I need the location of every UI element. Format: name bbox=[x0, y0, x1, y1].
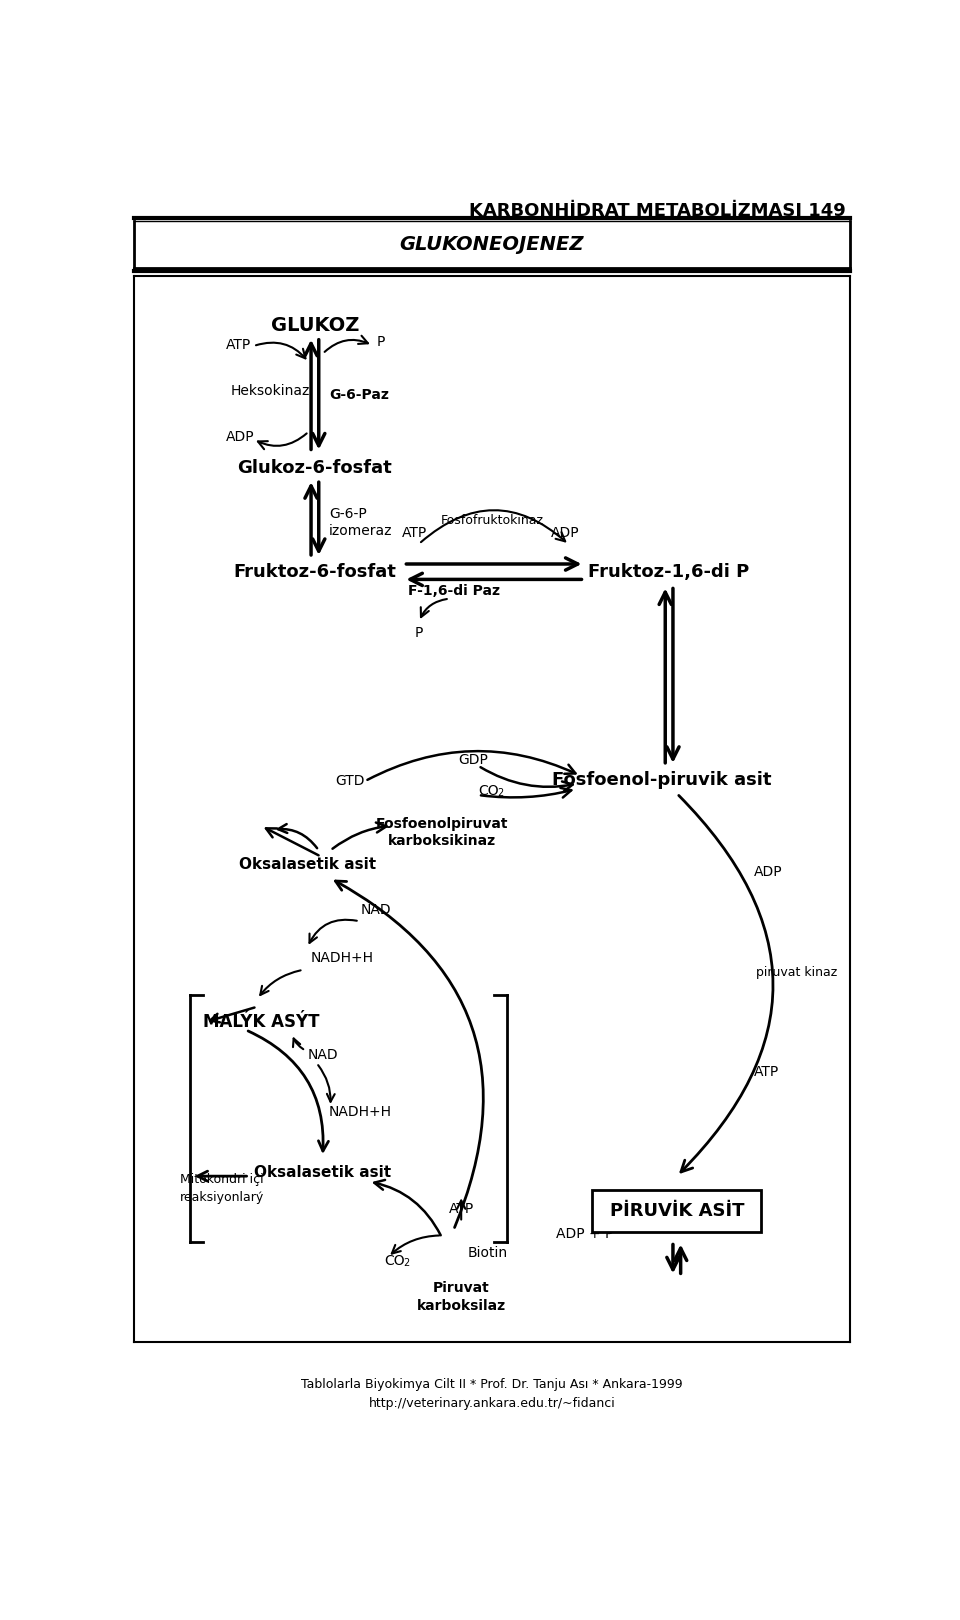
Text: ADP + P: ADP + P bbox=[556, 1226, 613, 1241]
Text: PİRUVİK ASİT: PİRUVİK ASİT bbox=[610, 1202, 744, 1220]
Text: http://veterinary.ankara.edu.tr/~fidanci: http://veterinary.ankara.edu.tr/~fidanci bbox=[369, 1396, 615, 1409]
Text: Biotin: Biotin bbox=[468, 1246, 508, 1260]
Text: Glukoz-6-fosfat: Glukoz-6-fosfat bbox=[237, 458, 393, 476]
Text: izomeraz: izomeraz bbox=[328, 523, 393, 538]
Text: GTD: GTD bbox=[335, 774, 364, 789]
Text: NAD: NAD bbox=[361, 904, 392, 917]
Text: ATP: ATP bbox=[448, 1202, 474, 1217]
Text: ADP: ADP bbox=[551, 526, 580, 539]
Text: ATP: ATP bbox=[754, 1066, 780, 1079]
Text: Tablolarla Biyokimya Cilt II * Prof. Dr. Tanju Ası * Ankara-1999: Tablolarla Biyokimya Cilt II * Prof. Dr.… bbox=[301, 1377, 683, 1390]
Text: ADP: ADP bbox=[754, 865, 782, 880]
Text: ADP: ADP bbox=[227, 429, 255, 444]
Text: NADH+H: NADH+H bbox=[328, 1105, 392, 1119]
Text: P: P bbox=[376, 335, 385, 350]
Text: P: P bbox=[415, 627, 423, 640]
Text: ATP: ATP bbox=[402, 526, 427, 539]
Text: piruvat kinaz: piruvat kinaz bbox=[756, 966, 837, 978]
FancyBboxPatch shape bbox=[592, 1191, 761, 1231]
Text: 2: 2 bbox=[403, 1259, 410, 1268]
Text: reaksiyonlarý: reaksiyonlarý bbox=[180, 1191, 264, 1204]
Text: Heksokinaz: Heksokinaz bbox=[230, 384, 309, 399]
Text: Fosfoenolpiruvat: Fosfoenolpiruvat bbox=[375, 816, 508, 831]
Text: karboksilaz: karboksilaz bbox=[417, 1299, 506, 1312]
Text: Fruktoz-6-fosfat: Fruktoz-6-fosfat bbox=[233, 562, 396, 580]
Text: GLUKONEOJENEZ: GLUKONEOJENEZ bbox=[399, 235, 585, 254]
Text: ATP: ATP bbox=[227, 337, 252, 352]
Text: Mitokondri içi: Mitokondri içi bbox=[180, 1173, 264, 1186]
Text: MALÝK ASÝT: MALÝK ASÝT bbox=[204, 1012, 320, 1032]
Text: karboksikinaz: karboksikinaz bbox=[388, 834, 496, 849]
Text: NAD: NAD bbox=[307, 1048, 338, 1063]
Text: Fruktoz-1,6-di P: Fruktoz-1,6-di P bbox=[588, 562, 750, 580]
Text: CO: CO bbox=[384, 1254, 405, 1268]
Text: G-6-P: G-6-P bbox=[328, 507, 367, 522]
Text: CO: CO bbox=[478, 784, 499, 799]
Text: F-1,6-di Paz: F-1,6-di Paz bbox=[407, 583, 499, 598]
Text: GLUKOZ: GLUKOZ bbox=[271, 316, 359, 335]
Text: 2: 2 bbox=[497, 789, 504, 799]
Text: Piruvat: Piruvat bbox=[433, 1281, 490, 1294]
Text: KARBONHİDRAT METABOLİZMASI 149: KARBONHİDRAT METABOLİZMASI 149 bbox=[469, 202, 846, 220]
Text: G-6-Paz: G-6-Paz bbox=[328, 387, 389, 402]
Text: Fosfoenol-piruvik asit: Fosfoenol-piruvik asit bbox=[552, 771, 771, 789]
Text: Oksalasetik asit: Oksalasetik asit bbox=[254, 1165, 391, 1179]
Text: NADH+H: NADH+H bbox=[311, 951, 374, 966]
Text: Fosfofruktokinaz: Fosfofruktokinaz bbox=[441, 514, 543, 526]
Text: GDP: GDP bbox=[458, 753, 488, 768]
Text: Oksalasetik asit: Oksalasetik asit bbox=[239, 857, 375, 872]
